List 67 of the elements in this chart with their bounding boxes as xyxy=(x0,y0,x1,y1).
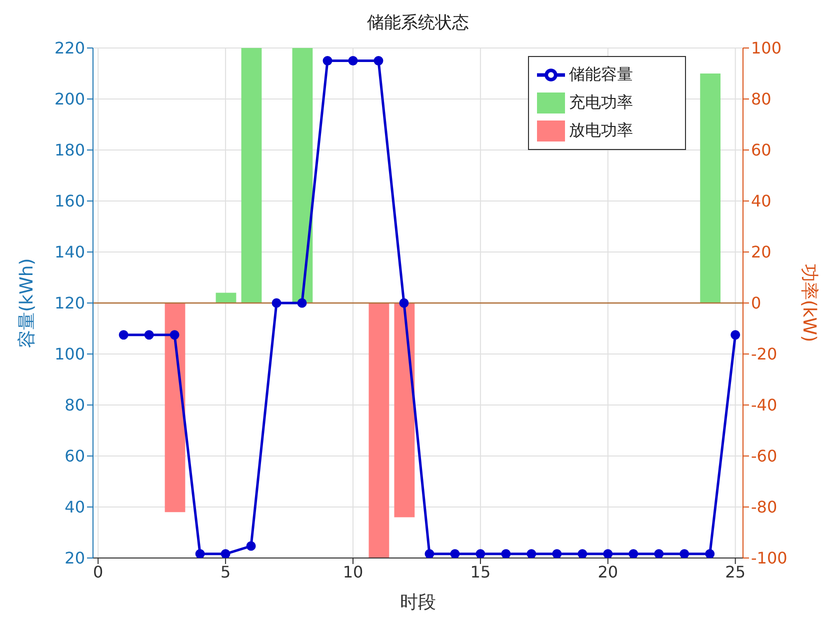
point xyxy=(246,541,256,551)
point xyxy=(450,549,460,558)
x-tick-label: 15 xyxy=(470,562,491,582)
point xyxy=(526,549,536,558)
point xyxy=(705,549,715,558)
y2-tick-label: 20 xyxy=(751,242,772,262)
point xyxy=(195,549,205,558)
point xyxy=(297,298,307,308)
legend-label: 储能容量 xyxy=(569,64,633,84)
y-tick-label: 200 xyxy=(54,90,85,109)
point xyxy=(170,330,180,340)
y-tick-label: 180 xyxy=(54,140,85,160)
bar xyxy=(216,292,236,303)
point xyxy=(118,330,128,340)
y2-tick-label: -100 xyxy=(751,548,788,568)
y-tick-label: 220 xyxy=(54,38,85,58)
y-tick-label: 20 xyxy=(64,548,85,568)
y-tick-label: 80 xyxy=(64,396,85,415)
y2-tick-label: 60 xyxy=(751,140,772,160)
y2-tick-label: 0 xyxy=(751,294,762,313)
x-tick-label: 0 xyxy=(93,562,104,582)
y2-tick-label: -20 xyxy=(751,344,778,364)
point xyxy=(374,56,384,66)
point xyxy=(476,549,486,558)
legend-label: 放电功率 xyxy=(569,120,633,140)
y2-axis-title: 功率(kW) xyxy=(798,264,820,342)
x-tick-label: 5 xyxy=(220,562,231,582)
point xyxy=(220,549,230,558)
point xyxy=(322,56,332,66)
y-tick-label: 140 xyxy=(54,242,85,262)
y2-tick-label: 40 xyxy=(751,192,772,211)
point xyxy=(628,549,638,558)
bar xyxy=(164,303,186,512)
y2-tick-label: -60 xyxy=(751,446,778,466)
chart-title: 储能系统状态 xyxy=(366,12,470,35)
y2-tick-label: -80 xyxy=(751,498,778,517)
point xyxy=(348,56,358,66)
y2-tick-label: -40 xyxy=(751,396,778,415)
point xyxy=(730,330,740,340)
y-axis-title: 容量(kWh) xyxy=(16,258,38,348)
point xyxy=(272,298,282,308)
point xyxy=(603,549,613,558)
y-tick-label: 60 xyxy=(64,446,85,466)
x-axis-title: 时段 xyxy=(400,592,436,613)
point xyxy=(501,549,511,558)
point xyxy=(578,549,588,558)
point xyxy=(399,298,409,308)
y-tick-label: 100 xyxy=(54,344,85,364)
point xyxy=(424,549,434,558)
y2-tick-label: 80 xyxy=(751,90,772,109)
x-tick-label: 25 xyxy=(725,562,746,582)
y-tick-label: 40 xyxy=(64,498,85,517)
bar xyxy=(292,48,313,303)
point xyxy=(654,549,664,558)
y-tick-label: 120 xyxy=(54,294,85,313)
point xyxy=(680,549,690,558)
bar xyxy=(700,74,721,303)
point xyxy=(552,549,562,558)
x-tick-label: 10 xyxy=(342,562,364,582)
x-tick-label: 20 xyxy=(598,562,618,582)
legend-label: 充电功率 xyxy=(569,92,633,112)
point xyxy=(144,330,154,340)
y2-tick-label: 100 xyxy=(751,38,782,58)
bar xyxy=(368,303,390,558)
bar xyxy=(394,303,415,518)
bar xyxy=(241,48,262,303)
y-tick-label: 160 xyxy=(54,192,85,211)
